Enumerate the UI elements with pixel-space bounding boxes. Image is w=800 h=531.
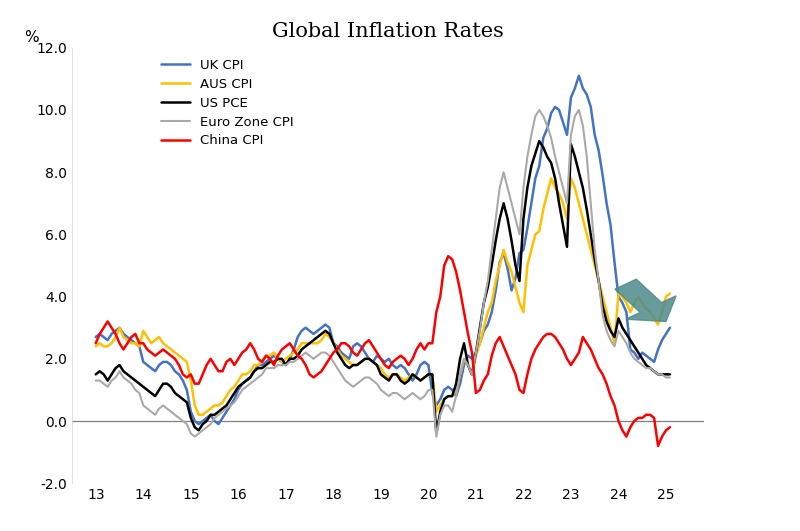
- US PCE: [234, 383, 243, 390]
- AUS CPI: [238, 371, 247, 378]
- AUS CPI: [194, 412, 203, 418]
- US PCE: [534, 138, 544, 144]
- Euro Zone CPI: [258, 371, 267, 378]
- AUS CPI: [665, 290, 674, 297]
- Euro Zone CPI: [91, 378, 101, 384]
- Euro Zone CPI: [665, 374, 674, 381]
- Line: China CPI: China CPI: [96, 256, 670, 446]
- Euro Zone CPI: [190, 433, 199, 440]
- Line: US PCE: US PCE: [96, 141, 670, 433]
- AUS CPI: [384, 374, 394, 381]
- China CPI: [234, 356, 243, 362]
- US PCE: [230, 390, 239, 396]
- China CPI: [654, 443, 663, 449]
- China CPI: [254, 356, 263, 362]
- FancyArrow shape: [615, 279, 676, 321]
- UK CPI: [665, 324, 674, 331]
- AUS CPI: [234, 378, 243, 384]
- UK CPI: [574, 73, 584, 79]
- Line: Euro Zone CPI: Euro Zone CPI: [96, 110, 670, 436]
- US PCE: [254, 365, 263, 371]
- US PCE: [665, 371, 674, 378]
- Text: %: %: [25, 30, 39, 45]
- China CPI: [427, 340, 437, 346]
- US PCE: [158, 381, 168, 387]
- AUS CPI: [91, 343, 101, 349]
- US PCE: [431, 430, 441, 436]
- AUS CPI: [258, 359, 267, 365]
- Euro Zone CPI: [534, 107, 544, 113]
- US PCE: [427, 371, 437, 378]
- AUS CPI: [431, 408, 441, 415]
- China CPI: [158, 346, 168, 353]
- UK CPI: [258, 362, 267, 368]
- China CPI: [665, 424, 674, 431]
- Euro Zone CPI: [234, 393, 243, 399]
- Legend: UK CPI, AUS CPI, US PCE, Euro Zone CPI, China CPI: UK CPI, AUS CPI, US PCE, Euro Zone CPI, …: [161, 59, 294, 148]
- UK CPI: [91, 334, 101, 340]
- UK CPI: [158, 359, 168, 365]
- China CPI: [380, 362, 390, 368]
- US PCE: [91, 371, 101, 378]
- UK CPI: [384, 356, 394, 362]
- AUS CPI: [546, 175, 556, 182]
- UK CPI: [234, 387, 243, 393]
- UK CPI: [194, 421, 203, 427]
- Euro Zone CPI: [384, 393, 394, 399]
- Euro Zone CPI: [238, 387, 247, 393]
- China CPI: [230, 362, 239, 368]
- AUS CPI: [158, 340, 168, 346]
- US PCE: [380, 374, 390, 381]
- Line: AUS CPI: AUS CPI: [96, 178, 670, 415]
- UK CPI: [431, 402, 441, 409]
- Euro Zone CPI: [431, 433, 441, 440]
- China CPI: [91, 340, 101, 346]
- Euro Zone CPI: [158, 402, 168, 409]
- Title: Global Inflation Rates: Global Inflation Rates: [272, 22, 504, 41]
- Line: UK CPI: UK CPI: [96, 76, 670, 424]
- UK CPI: [238, 381, 247, 387]
- China CPI: [443, 253, 453, 259]
